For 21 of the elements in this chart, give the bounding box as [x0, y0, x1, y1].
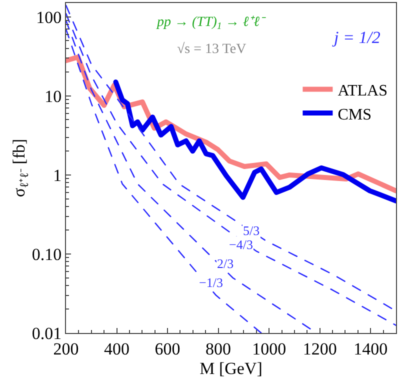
x-tick-label: 1200	[302, 339, 337, 358]
line-series	[66, 28, 262, 333]
x-tick-label: 800	[206, 339, 232, 358]
y-tick-label: 10	[44, 86, 62, 106]
annotation: 5/3	[243, 223, 260, 238]
x-tick-label: 1400	[354, 339, 388, 358]
y-tick-label: 0.10	[32, 244, 62, 264]
annotation: −4/3	[229, 237, 253, 252]
y-tick-label: 1	[53, 166, 62, 185]
annotation: pp → (TT)$_{1}$ → ℓ⁺ℓ⁻	[156, 15, 266, 32]
x-tick-label: 600	[154, 339, 180, 358]
x-axis-title: M [GeV]	[200, 358, 262, 378]
x-tick-label: 1000	[252, 339, 286, 358]
annotation: 2/3	[217, 256, 234, 271]
legend-label: CMS	[338, 106, 372, 124]
x-tick-label: 400	[104, 339, 130, 358]
annotation: √s = 13 TeV	[177, 41, 246, 57]
annotation: −1/3	[199, 275, 223, 290]
legend-label: ATLAS	[338, 82, 388, 100]
y-tick-label: 100	[36, 8, 62, 27]
annotation: j = 1/2	[332, 28, 381, 47]
